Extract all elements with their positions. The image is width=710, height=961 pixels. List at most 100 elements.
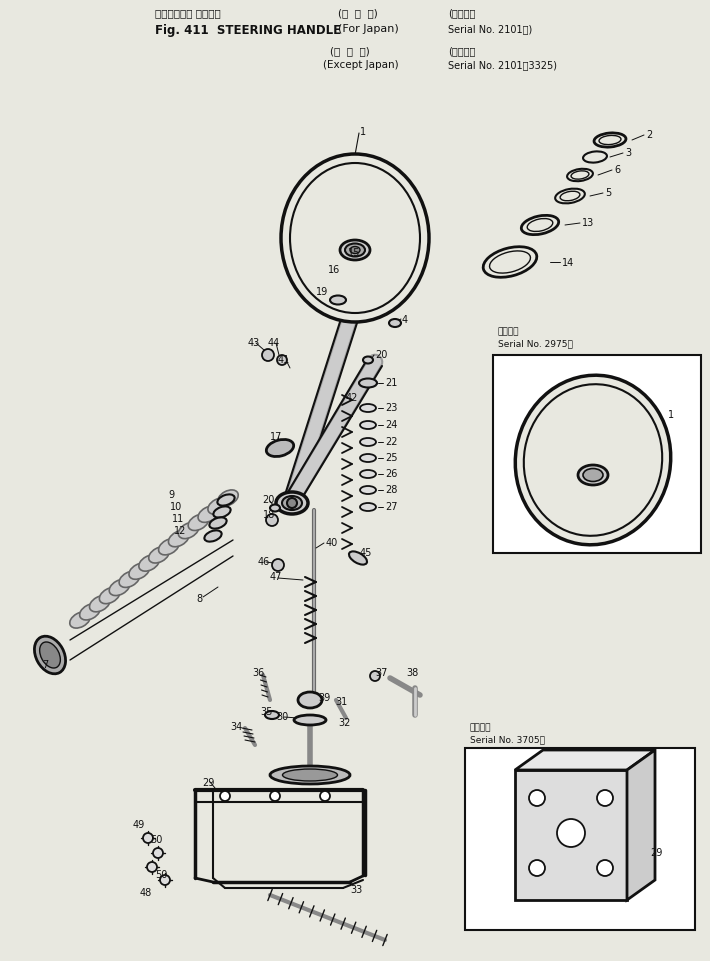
Ellipse shape xyxy=(281,154,429,322)
Text: 1: 1 xyxy=(668,410,674,420)
Ellipse shape xyxy=(363,357,373,363)
Text: 37: 37 xyxy=(375,668,388,678)
Text: 46: 46 xyxy=(258,557,271,567)
Ellipse shape xyxy=(265,711,279,719)
Ellipse shape xyxy=(283,769,337,781)
Text: Serial No. 3705～: Serial No. 3705～ xyxy=(470,735,545,744)
Text: 29: 29 xyxy=(202,778,214,788)
Ellipse shape xyxy=(270,766,350,784)
Circle shape xyxy=(270,791,280,801)
Circle shape xyxy=(272,559,284,571)
Ellipse shape xyxy=(218,490,239,506)
Circle shape xyxy=(147,862,157,872)
Text: 48: 48 xyxy=(140,888,152,898)
Ellipse shape xyxy=(109,579,130,596)
Ellipse shape xyxy=(555,188,585,204)
Circle shape xyxy=(220,791,230,801)
Ellipse shape xyxy=(178,523,199,538)
Text: 20: 20 xyxy=(262,495,274,505)
Ellipse shape xyxy=(359,379,377,387)
Text: (適用号機: (適用号機 xyxy=(448,8,476,18)
Text: 1: 1 xyxy=(360,127,366,137)
Text: 8: 8 xyxy=(196,594,202,604)
Ellipse shape xyxy=(168,530,189,547)
Text: 42: 42 xyxy=(346,393,359,403)
Text: 20: 20 xyxy=(375,350,388,360)
Ellipse shape xyxy=(40,642,60,668)
Text: 5: 5 xyxy=(605,188,611,198)
Ellipse shape xyxy=(578,465,608,485)
Text: 26: 26 xyxy=(385,469,398,479)
Ellipse shape xyxy=(350,247,360,254)
Circle shape xyxy=(597,860,613,876)
Ellipse shape xyxy=(89,596,110,612)
Ellipse shape xyxy=(80,604,100,620)
Ellipse shape xyxy=(209,517,226,529)
Text: 44: 44 xyxy=(268,338,280,348)
Text: 9: 9 xyxy=(168,490,174,500)
Text: Serial No. 2101～3325): Serial No. 2101～3325) xyxy=(448,60,557,70)
Text: 21: 21 xyxy=(385,378,398,388)
Text: (国  内  向): (国 内 向) xyxy=(338,8,378,18)
Ellipse shape xyxy=(490,251,530,273)
Ellipse shape xyxy=(571,171,589,179)
Polygon shape xyxy=(515,750,655,770)
Text: (Except Japan): (Except Japan) xyxy=(323,60,398,70)
Text: Fig. 411  STEERING HANDLE: Fig. 411 STEERING HANDLE xyxy=(155,24,341,37)
Text: Serial No. 2101～): Serial No. 2101～) xyxy=(448,24,532,34)
Ellipse shape xyxy=(270,505,280,511)
Text: 36: 36 xyxy=(252,668,264,678)
Text: (For Japan): (For Japan) xyxy=(338,24,399,34)
Circle shape xyxy=(529,860,545,876)
Ellipse shape xyxy=(129,563,149,579)
Ellipse shape xyxy=(360,503,376,511)
Text: 34: 34 xyxy=(230,722,242,732)
Ellipse shape xyxy=(583,469,603,481)
Text: 30: 30 xyxy=(276,712,288,722)
Text: ステアリング ハンドル: ステアリング ハンドル xyxy=(155,8,221,18)
Ellipse shape xyxy=(158,539,179,554)
Circle shape xyxy=(320,791,330,801)
Ellipse shape xyxy=(349,552,367,565)
Text: 49: 49 xyxy=(133,820,146,830)
Text: 11: 11 xyxy=(172,514,185,524)
Circle shape xyxy=(287,498,297,508)
Ellipse shape xyxy=(583,152,607,162)
Text: 43: 43 xyxy=(248,338,261,348)
Text: 19: 19 xyxy=(316,287,328,297)
Ellipse shape xyxy=(389,319,401,327)
Ellipse shape xyxy=(148,547,169,563)
Ellipse shape xyxy=(298,692,322,708)
Ellipse shape xyxy=(139,555,159,571)
Text: 6: 6 xyxy=(614,165,620,175)
Circle shape xyxy=(597,790,613,806)
Text: (海  外  向): (海 外 向) xyxy=(330,46,370,56)
Text: 39: 39 xyxy=(318,693,330,703)
Ellipse shape xyxy=(294,715,326,725)
Text: 18: 18 xyxy=(263,510,275,520)
Text: 38: 38 xyxy=(406,668,418,678)
Text: 50: 50 xyxy=(150,835,163,845)
Circle shape xyxy=(262,349,274,361)
Text: 14: 14 xyxy=(562,258,574,268)
Bar xyxy=(515,770,627,900)
Circle shape xyxy=(143,833,153,843)
Ellipse shape xyxy=(330,295,346,305)
Ellipse shape xyxy=(119,571,140,587)
Circle shape xyxy=(370,671,380,681)
Text: 16: 16 xyxy=(328,265,340,275)
Text: 22: 22 xyxy=(385,437,398,447)
Text: 40: 40 xyxy=(326,538,338,548)
Text: 3: 3 xyxy=(625,148,631,158)
Text: 32: 32 xyxy=(338,718,350,728)
Ellipse shape xyxy=(282,496,302,510)
Ellipse shape xyxy=(340,240,370,260)
Ellipse shape xyxy=(484,247,537,278)
Circle shape xyxy=(160,875,170,885)
Text: 17: 17 xyxy=(270,432,283,442)
Text: 7: 7 xyxy=(42,660,48,670)
Text: 2: 2 xyxy=(646,130,652,140)
Text: 28: 28 xyxy=(385,485,398,495)
Ellipse shape xyxy=(599,136,621,144)
Text: 41: 41 xyxy=(278,355,290,365)
